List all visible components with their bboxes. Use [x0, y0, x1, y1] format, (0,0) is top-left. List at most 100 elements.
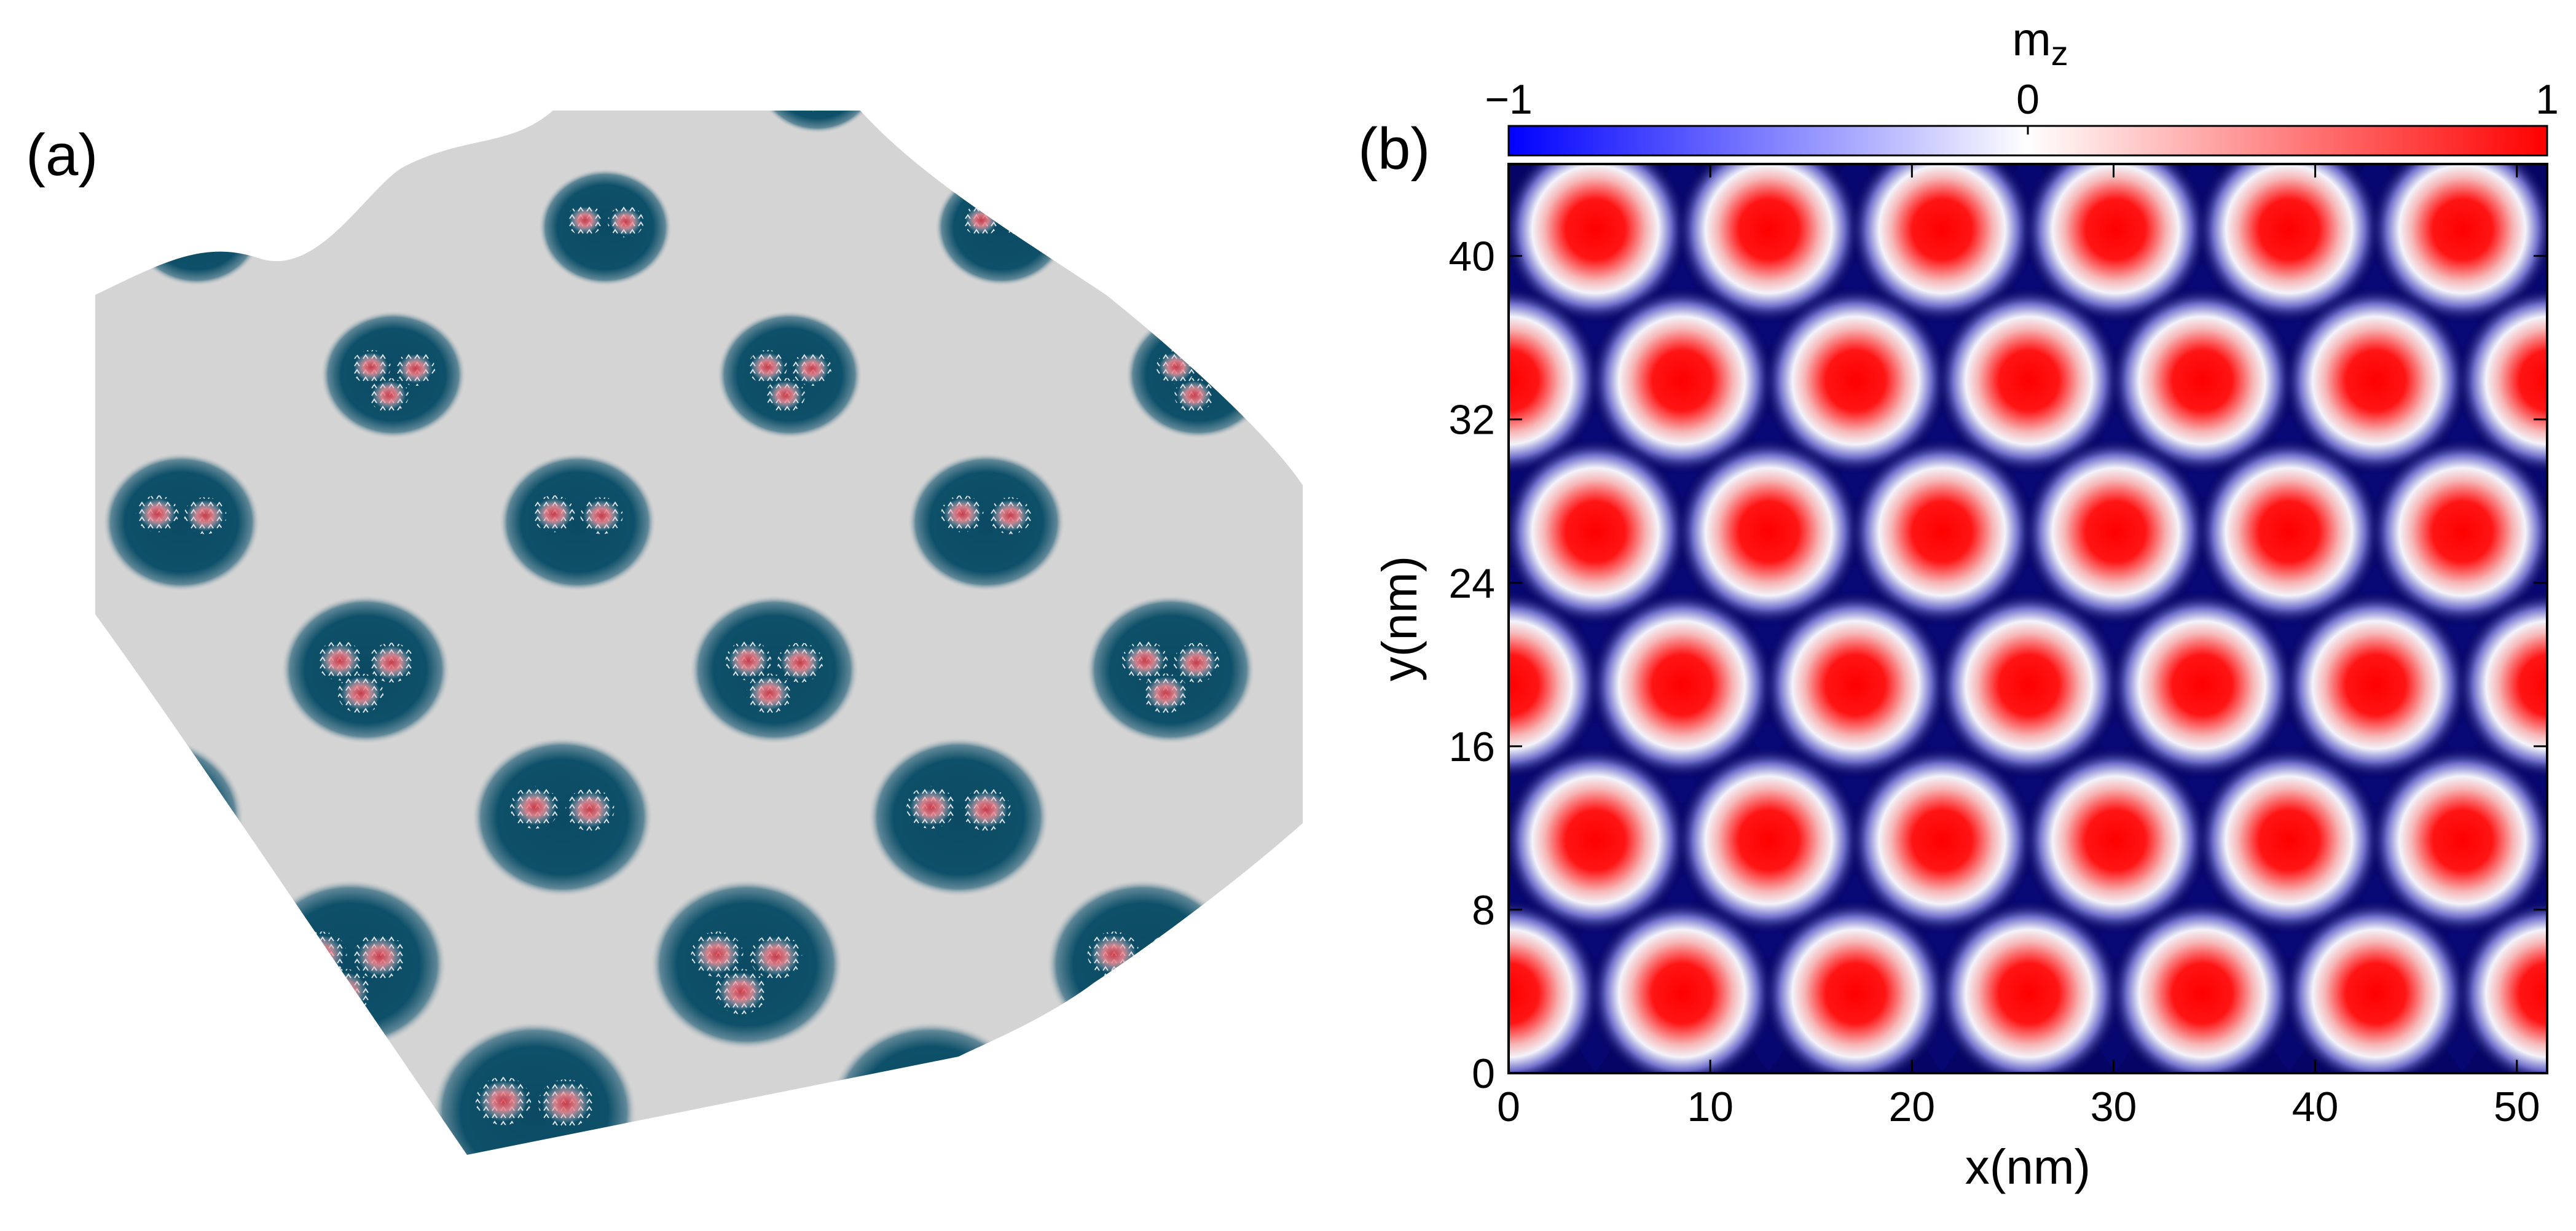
skyrmion-cell	[1509, 591, 1601, 780]
spin-arrow-cluster	[374, 59, 406, 87]
skyrmion-core	[1177, 380, 1211, 410]
skyrmion-basin	[935, 168, 1069, 286]
skyrmion-cell	[1849, 164, 2035, 324]
skyrmion-core	[372, 380, 406, 410]
skyrmion-core	[1006, 208, 1038, 235]
skyrmion-core	[376, 61, 404, 85]
skyrmion-cell	[2370, 437, 2547, 626]
skyrmion-cell	[2109, 286, 2295, 475]
x-tick-label: 40	[2292, 1084, 2339, 1130]
skyrmion-core	[398, 354, 433, 383]
skyrmion-basin	[281, 595, 450, 744]
skyrmion-cell	[1762, 899, 1949, 1073]
skyrmion-core	[749, 676, 790, 711]
skyrmion-core	[298, 935, 344, 974]
spin-arrow-cluster	[1215, 61, 1248, 89]
spin-arrow-cluster	[797, 111, 830, 112]
skyrmion-cell	[2456, 899, 2547, 1073]
spin-arrow-cluster	[1201, 351, 1241, 386]
skyrmion-core	[357, 937, 402, 976]
skyrmion-core	[201, 208, 233, 235]
skyrmion-cell	[1509, 286, 1601, 475]
x-tick-label: 30	[2091, 1084, 2137, 1130]
colorbar: −1 0 1 mz	[1485, 14, 2559, 157]
skyrmion-core	[371, 646, 412, 680]
skyrmion-basin	[650, 879, 843, 1050]
skyrmion-core	[694, 935, 740, 974]
skyrmion-cell	[1509, 899, 1601, 1073]
skyrmion-core	[391, 85, 419, 109]
x-tick-label: 10	[1687, 1084, 1734, 1130]
skyrmion-cell	[1509, 164, 1689, 324]
skyrmion-core	[569, 206, 601, 234]
spin-arrow-cluster	[1003, 206, 1040, 238]
x-tick-label: 20	[1888, 1084, 1935, 1130]
plot-area: 0 10 20 30 40 50 0 8 16 24 32 40	[1448, 163, 2548, 1130]
x-axis-label: x(nm)	[1965, 1139, 2091, 1194]
spin-arrow-cluster	[410, 61, 443, 89]
skyrmion-core	[104, 789, 147, 826]
skyrmion-cell	[1509, 437, 1689, 626]
skyrmion-core	[938, 1083, 987, 1124]
panel-label-b: (b)	[1358, 116, 1430, 182]
skyrmion-cell	[2109, 899, 2295, 1073]
spin-arrow-cluster	[157, 788, 206, 831]
skyrmion-core	[145, 1083, 194, 1124]
skyrmion-cell	[2109, 591, 2295, 780]
skyrmion-core	[753, 937, 799, 976]
skyrmion-core	[822, 63, 850, 87]
skyrmion-core	[1091, 935, 1136, 974]
skyrmion-core	[780, 646, 820, 680]
skyrmion-core	[875, 1081, 924, 1122]
y-tick-label: 16	[1448, 724, 1495, 770]
plot-frame	[1507, 163, 2548, 1074]
skyrmion-core	[138, 498, 176, 530]
colorbar-tick-label: 0	[2016, 76, 2040, 123]
panel-b: −1 0 1 mz 0 10 20 30 40 50 0 8 16 24 32 40 x(nm) y(n…	[1340, 0, 2576, 1228]
colorbar-tick-label: 1	[2535, 76, 2559, 123]
skyrmion-basin	[1086, 595, 1255, 744]
skyrmion-core	[1196, 85, 1224, 109]
panel-a: (a)	[26, 59, 1303, 1155]
panel-label-a: (a)	[26, 122, 98, 188]
skyrmion-core	[718, 972, 764, 1011]
spin-arrow-cluster	[141, 1079, 197, 1128]
skyrmion-core	[1114, 972, 1160, 1011]
skyrmion-core	[513, 789, 556, 826]
colorbar-ticks: −1 0 1	[1485, 76, 2559, 135]
skyrmion-basin	[689, 595, 859, 744]
skyrmion-core	[568, 791, 611, 828]
skyrmion-core	[1176, 646, 1217, 680]
skyrmion-basin	[95, 1022, 241, 1155]
skyrmion-core	[610, 208, 642, 235]
skyrmion-core	[1159, 352, 1193, 382]
skyrmion-cell	[1762, 286, 1949, 475]
spin-arrow-cluster	[158, 205, 195, 236]
y-tick-label: 0	[1472, 1050, 1495, 1097]
skyrmion-core	[541, 1083, 591, 1124]
skyrmion-core	[160, 791, 203, 828]
skyrmion-cell	[2370, 746, 2547, 934]
spin-arrow-cluster	[1146, 934, 1199, 979]
skyrmion-cell	[1936, 286, 2122, 475]
skyrmion-core	[340, 676, 381, 711]
heatmap-chart: −1 0 1 mz 0 10 20 30 40 50 0 8 16 24 32 40 x(nm) y(n…	[1358, 14, 2559, 1194]
skyrmion-cell	[1936, 899, 2122, 1073]
skyrmion-cell	[2022, 746, 2209, 934]
skyrmion-cell	[1849, 437, 2035, 626]
y-tick-label: 40	[1448, 233, 1495, 280]
skyrmion-core	[768, 380, 803, 410]
skyrmion-cell	[2196, 164, 2382, 324]
skyrmion-basin	[320, 310, 466, 439]
skyrmion-cell	[1589, 286, 1775, 475]
skyrmion-cell	[1676, 746, 1862, 934]
skyrmion-basin	[130, 168, 264, 286]
skyrmion-basin	[348, 111, 469, 134]
skyrmion-core	[728, 643, 769, 678]
skyrmion-basin	[432, 1022, 637, 1155]
skyrmion-core	[750, 352, 785, 382]
skyrmion-basin	[868, 737, 1050, 897]
surface-group	[95, 59, 1303, 1155]
spin-arrow-cluster	[782, 59, 815, 87]
skyrmion-cell	[2022, 164, 2209, 324]
